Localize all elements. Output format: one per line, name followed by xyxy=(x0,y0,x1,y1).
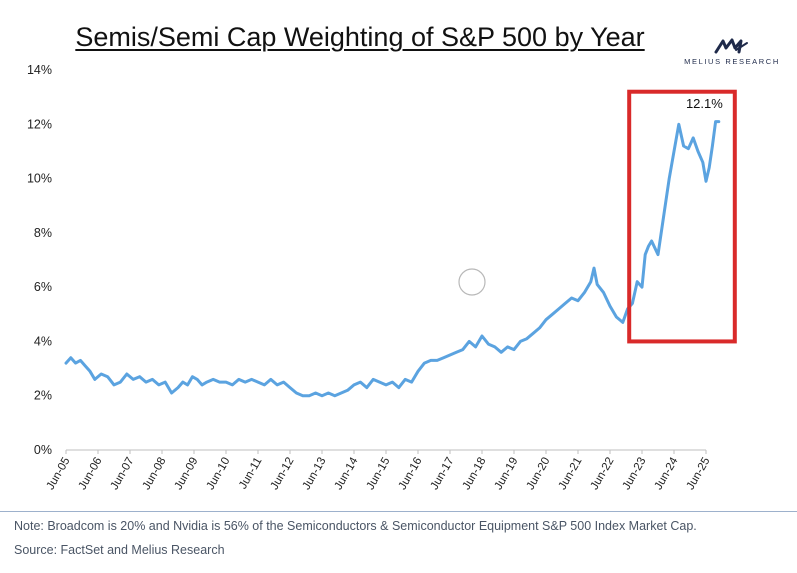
x-tick-label: Jun-19 xyxy=(493,456,521,492)
y-tick-label: 14% xyxy=(27,63,52,77)
source-note: Source: FactSet and Melius Research xyxy=(14,543,225,557)
x-tick-label: Jun-20 xyxy=(525,456,553,492)
annotation-layer: 12.1% xyxy=(458,89,737,344)
y-tick-label: 12% xyxy=(27,117,52,131)
x-tick-label: Jun-11 xyxy=(237,456,265,492)
x-tick-label: Jun-23 xyxy=(621,456,649,492)
x-tick-label: Jun-15 xyxy=(365,456,393,492)
x-tick-label: Jun-16 xyxy=(397,456,425,492)
x-tick-label: Jun-07 xyxy=(109,456,137,492)
y-tick-label: 4% xyxy=(34,334,52,348)
x-tick-label: Jun-08 xyxy=(141,456,169,492)
cursor-ring xyxy=(458,268,486,296)
y-tick-label: 10% xyxy=(27,172,52,186)
line-chart: 0%2%4%6%8%10%12%14% Jun-05 Jun-06 Jun-07 Ju… xyxy=(27,63,737,492)
x-axis: Jun-05 Jun-06 Jun-07 Jun-08 Jun-09 Jun-10 Jun-… xyxy=(45,449,713,492)
brand: MELIUS RESEARCH xyxy=(677,38,787,66)
x-tick-label: Jun-13 xyxy=(301,456,329,492)
brand-name: MELIUS RESEARCH xyxy=(684,57,780,66)
x-tick-label: Jun-14 xyxy=(333,455,361,492)
x-tick-label: Jun-21 xyxy=(557,456,585,492)
x-tick-label: Jun-06 xyxy=(77,456,105,492)
y-axis: 0% 2% 4% 6% 8% 10% 12% 14% xyxy=(27,63,52,457)
x-tick-label: Jun-05 xyxy=(45,456,73,492)
x-tick-label: Jun-10 xyxy=(205,456,233,492)
footer-divider xyxy=(0,511,797,512)
melius-logo-icon xyxy=(714,38,748,54)
x-tick-label: Jun-24 xyxy=(653,455,681,492)
data-label: 12.1% xyxy=(686,96,723,111)
series-line xyxy=(64,120,721,398)
y-tick-label: 6% xyxy=(34,280,52,294)
y-tick-label: 2% xyxy=(34,389,52,403)
x-tick-label: Jun-17 xyxy=(429,456,457,492)
x-tick-label: Jun-09 xyxy=(173,456,201,492)
x-tick-label: Jun-18 xyxy=(461,456,489,492)
chart-title: Semis/Semi Cap Weighting of S&P 500 by Y… xyxy=(75,22,645,52)
x-tick-label: Jun-25 xyxy=(685,456,713,492)
x-tick-label: Jun-12 xyxy=(269,456,297,492)
footnote: Note: Broadcom is 20% and Nvidia is 56% … xyxy=(14,519,697,533)
highlight-box xyxy=(627,89,737,344)
x-tick-label: Jun-22 xyxy=(589,456,617,492)
y-tick-label: 8% xyxy=(34,226,52,240)
series-layer xyxy=(64,120,721,398)
y-tick-label: 0% xyxy=(34,443,52,457)
